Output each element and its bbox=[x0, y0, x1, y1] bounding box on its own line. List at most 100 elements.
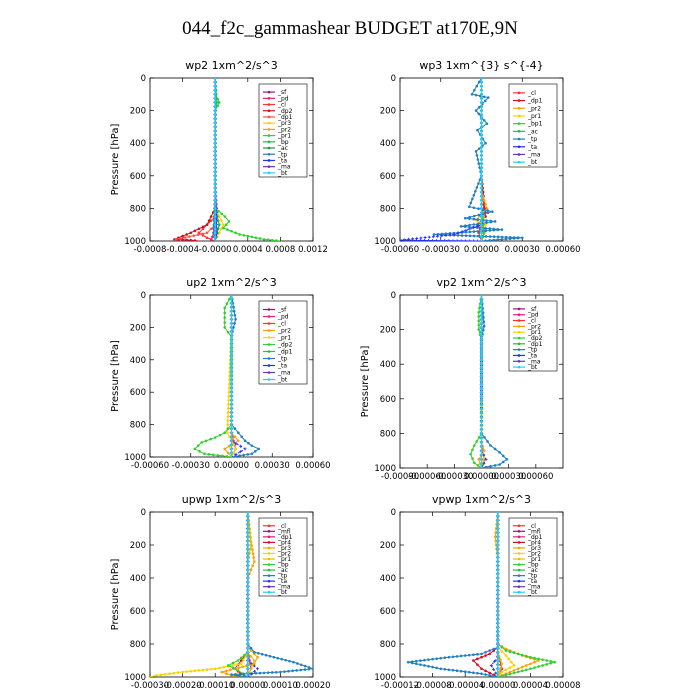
data-point bbox=[496, 535, 500, 539]
data-point bbox=[488, 235, 492, 238]
data-point bbox=[480, 158, 483, 161]
data-point bbox=[232, 305, 235, 309]
data-point bbox=[482, 231, 486, 235]
data-point bbox=[477, 315, 481, 318]
data-point bbox=[443, 239, 447, 241]
data-point bbox=[480, 154, 483, 157]
data-point bbox=[198, 450, 201, 453]
data-point bbox=[201, 668, 205, 672]
data-point bbox=[486, 440, 489, 443]
data-point bbox=[504, 649, 508, 652]
legend-label: _ma bbox=[527, 584, 541, 591]
data-point bbox=[459, 654, 463, 658]
legend-label: _tp bbox=[277, 151, 287, 158]
data-point bbox=[504, 235, 508, 239]
legend-label: _pr1 bbox=[527, 556, 541, 563]
data-point bbox=[213, 198, 217, 202]
series-line-bp bbox=[227, 512, 249, 677]
legend-label: _pr3 bbox=[527, 545, 541, 552]
data-point bbox=[230, 390, 233, 394]
data-point bbox=[230, 673, 233, 676]
data-point bbox=[217, 215, 221, 218]
legend-marker bbox=[517, 153, 521, 156]
data-point bbox=[241, 665, 244, 669]
legend-label: _pr2 bbox=[277, 126, 291, 133]
data-point bbox=[480, 301, 483, 305]
data-point bbox=[440, 234, 444, 238]
data-point bbox=[242, 233, 246, 237]
data-point bbox=[460, 234, 464, 237]
data-point bbox=[470, 93, 474, 96]
data-point bbox=[512, 651, 516, 655]
data-point bbox=[499, 658, 502, 662]
data-point bbox=[223, 321, 227, 324]
legend-marker bbox=[517, 91, 521, 95]
data-point bbox=[174, 238, 178, 241]
data-point bbox=[480, 423, 483, 427]
legend-marker bbox=[517, 590, 521, 594]
data-point bbox=[230, 330, 233, 333]
legend-label: _ta bbox=[277, 578, 287, 585]
data-point bbox=[469, 452, 472, 456]
chart-panel-5: upwp 1xm^2/s^3 Pressure [hPa] 0 200 400 600 80… bbox=[110, 493, 331, 691]
series-group bbox=[193, 295, 260, 457]
legend-label: _tp bbox=[277, 573, 287, 580]
y-tick-label: 0 bbox=[391, 74, 396, 84]
legend-marker bbox=[517, 336, 521, 340]
data-point bbox=[477, 182, 480, 185]
data-point bbox=[247, 441, 250, 445]
data-point bbox=[213, 121, 217, 125]
data-point bbox=[492, 647, 496, 651]
data-point bbox=[234, 318, 237, 321]
data-point bbox=[246, 556, 250, 559]
data-point bbox=[246, 638, 250, 642]
data-point bbox=[484, 239, 487, 241]
legend-marker bbox=[267, 159, 271, 162]
data-point bbox=[213, 78, 217, 80]
legend-box bbox=[508, 83, 558, 168]
data-point bbox=[230, 297, 233, 301]
data-point bbox=[476, 234, 480, 238]
x-tick-label: -0.00020 bbox=[163, 681, 201, 691]
data-point bbox=[223, 447, 227, 451]
data-point bbox=[496, 576, 500, 580]
legend-marker bbox=[517, 342, 521, 346]
data-point bbox=[280, 657, 284, 661]
data-point bbox=[496, 512, 500, 514]
x-tick-label: -0.00030 bbox=[172, 461, 210, 471]
data-point bbox=[512, 664, 516, 667]
data-point bbox=[205, 668, 209, 671]
x-tick-label: 0.00060 bbox=[545, 245, 580, 255]
data-point bbox=[230, 313, 233, 317]
data-point bbox=[486, 209, 490, 212]
legend-label: _bt bbox=[527, 364, 538, 371]
data-point bbox=[496, 514, 500, 518]
legend-marker bbox=[267, 109, 271, 113]
data-point bbox=[230, 342, 233, 345]
legend-label: _ma bbox=[277, 370, 291, 377]
legend-label: _pd bbox=[277, 314, 289, 321]
legend-label: _pr1 bbox=[527, 113, 541, 120]
data-point bbox=[484, 226, 487, 230]
data-point bbox=[232, 309, 236, 313]
data-point bbox=[476, 128, 479, 132]
data-point bbox=[246, 593, 250, 596]
data-point bbox=[246, 630, 250, 633]
data-point bbox=[496, 613, 500, 617]
x-tick-label: 0.00004 bbox=[513, 681, 548, 691]
data-point bbox=[480, 652, 483, 656]
data-point bbox=[485, 207, 489, 210]
data-point bbox=[179, 237, 182, 240]
data-point bbox=[508, 650, 512, 653]
data-point bbox=[431, 657, 434, 661]
legend-label: _pr2 bbox=[277, 328, 291, 335]
data-point bbox=[533, 660, 536, 664]
y-tick-label: 0 bbox=[141, 291, 146, 301]
data-point bbox=[239, 656, 243, 660]
legend-label: _dp1 bbox=[277, 534, 293, 541]
legend-label: _sf bbox=[527, 306, 537, 313]
data-point bbox=[226, 431, 229, 435]
data-point bbox=[245, 512, 250, 514]
data-point bbox=[226, 423, 230, 426]
data-point bbox=[249, 543, 253, 547]
